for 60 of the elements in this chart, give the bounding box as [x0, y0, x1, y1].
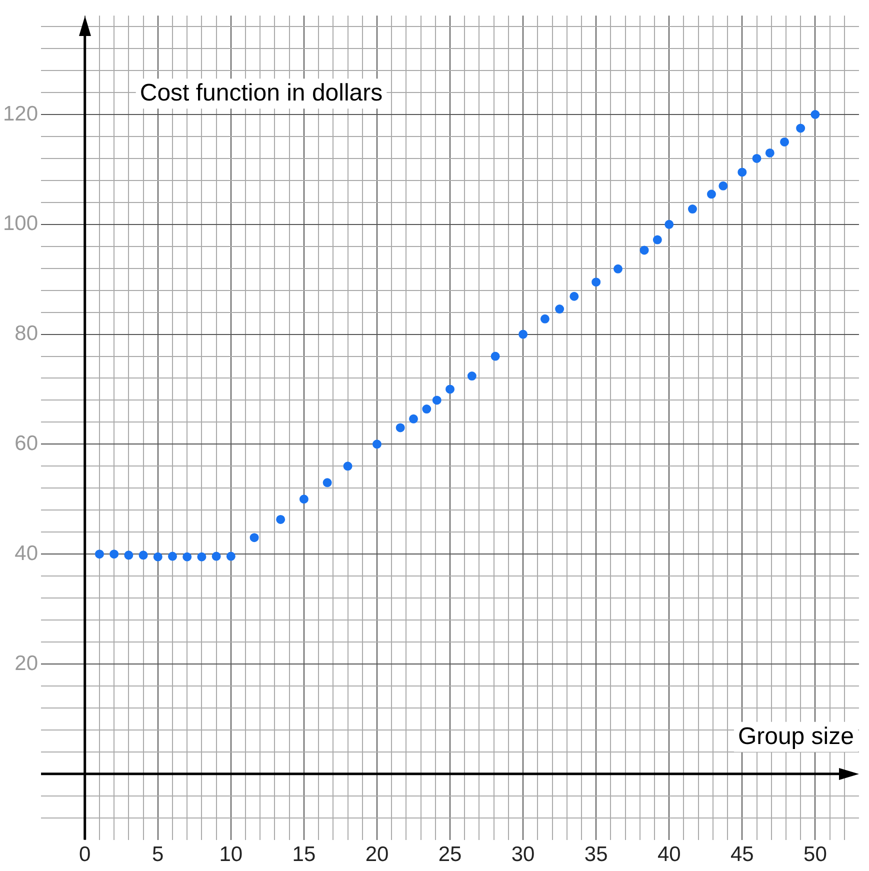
point [540, 314, 550, 324]
point [765, 148, 774, 158]
y-tick-label: 120 [2, 102, 38, 126]
x-tick-label: 15 [292, 843, 316, 866]
point [738, 168, 747, 177]
point [422, 404, 432, 414]
point [110, 550, 119, 559]
x-tick-label: 40 [657, 843, 681, 866]
x-tick-label: 45 [730, 843, 754, 866]
point [138, 550, 148, 560]
point [688, 204, 697, 214]
y-tick-label: 100 [2, 212, 38, 236]
y-tick-label: 60 [14, 432, 38, 455]
point [780, 137, 790, 146]
point [664, 220, 674, 229]
point [197, 552, 206, 562]
point [706, 190, 716, 199]
point [226, 552, 236, 561]
point [640, 246, 649, 255]
point [796, 124, 806, 133]
point [182, 552, 192, 562]
point [409, 414, 418, 424]
point [276, 514, 286, 524]
point [592, 278, 601, 287]
point [810, 110, 820, 120]
point [490, 352, 500, 361]
x-axis-title: Group size [738, 722, 854, 750]
point [168, 552, 177, 561]
y-axis-title: Cost function in dollars [140, 80, 383, 107]
point [518, 330, 528, 339]
point [94, 550, 104, 559]
x-tick-label: 0 [79, 843, 91, 866]
point [432, 396, 442, 405]
y-tick-label: 20 [14, 652, 38, 675]
y-tick-label: 40 [14, 542, 38, 565]
point [555, 304, 564, 314]
point [652, 235, 662, 244]
x-tick-label: 5 [152, 843, 164, 866]
point [467, 372, 476, 381]
point [570, 292, 579, 301]
point [396, 423, 405, 432]
x-tick-label: 20 [365, 843, 389, 866]
x-tick-label: 10 [219, 843, 243, 866]
x-tick-label: 50 [804, 843, 827, 866]
point [153, 552, 162, 562]
point [343, 462, 352, 471]
point [752, 154, 762, 163]
y-tick-label: 80 [14, 322, 38, 346]
point [372, 440, 382, 449]
point [124, 550, 134, 560]
point [212, 552, 221, 561]
point [299, 494, 308, 504]
point [322, 478, 332, 488]
point [446, 384, 455, 394]
point [613, 264, 622, 274]
point [250, 533, 259, 542]
x-tick-label: 30 [511, 843, 535, 866]
x-tick-label: 25 [438, 843, 462, 866]
point [718, 181, 728, 190]
x-tick-label: 35 [584, 843, 608, 866]
